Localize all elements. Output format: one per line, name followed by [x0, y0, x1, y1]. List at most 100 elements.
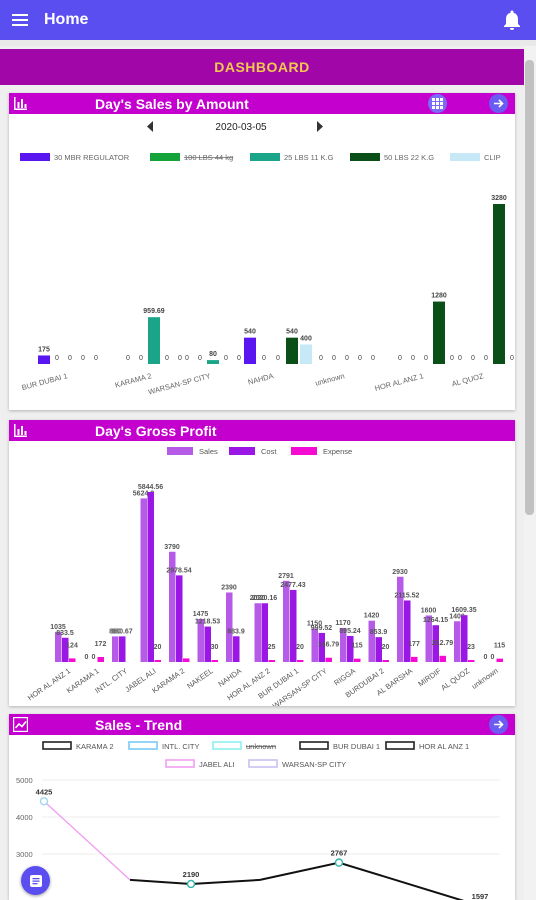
- data-label: 0: [484, 654, 488, 661]
- data-label: 2020.16: [252, 595, 277, 602]
- bar: [311, 628, 318, 662]
- bar: [183, 658, 190, 662]
- bar: [268, 660, 275, 662]
- bar: [226, 592, 233, 662]
- data-label: 2767: [331, 849, 348, 858]
- bar: [439, 655, 446, 662]
- bar-chart-icon: [14, 97, 27, 110]
- category-label: NAHDA: [247, 371, 275, 386]
- bar: [425, 615, 432, 662]
- data-label: 0: [371, 355, 375, 362]
- data-label: 880.67: [111, 628, 133, 635]
- data-label: 0: [165, 355, 169, 362]
- legend-swatch: [128, 741, 158, 750]
- data-label: 2190: [183, 870, 200, 879]
- app-bar: Home: [0, 0, 536, 40]
- data-label: 0: [178, 355, 182, 362]
- grid-view-button[interactable]: [428, 94, 447, 113]
- bar: [211, 660, 218, 662]
- card-header: Sales - Trend: [9, 714, 515, 735]
- bar: [261, 603, 268, 662]
- data-label: 0: [94, 355, 98, 362]
- data-label: 30: [211, 644, 219, 651]
- scrollbar-thumb[interactable]: [525, 60, 534, 515]
- bar: [347, 635, 354, 662]
- data-label: 2930: [392, 569, 408, 576]
- data-label: 1150: [307, 621, 322, 628]
- data-label: 0: [510, 355, 514, 362]
- data-label: 853.9: [370, 629, 388, 636]
- bar: [300, 344, 312, 364]
- bar: [318, 632, 325, 662]
- next-button[interactable]: [489, 94, 508, 113]
- data-label: 1264.15: [423, 617, 448, 624]
- bar: [233, 636, 240, 662]
- bar: [433, 301, 445, 364]
- app-title: Home: [44, 11, 89, 28]
- legend-label: KARAMA 2: [76, 742, 114, 751]
- dashboard-header: DASHBOARD: [0, 49, 524, 85]
- data-label: 0: [55, 355, 59, 362]
- document-icon: [29, 874, 42, 887]
- arrow-right-icon: [494, 99, 504, 108]
- next-date-arrow[interactable]: [317, 121, 323, 132]
- data-label: 0: [458, 355, 462, 362]
- series-line: [129, 861, 465, 900]
- data-label: 1218.53: [195, 619, 220, 626]
- bar: [197, 619, 204, 662]
- data-label: 0: [92, 654, 96, 661]
- data-label: 3790: [164, 544, 180, 551]
- data-label: 0: [411, 355, 415, 362]
- legend-label: unknown: [246, 742, 276, 751]
- bar: [493, 204, 505, 364]
- floating-document-button[interactable]: [21, 866, 50, 895]
- data-point: [334, 858, 344, 867]
- category-label: HOR AL ANZ 1: [26, 666, 72, 702]
- data-label: 1420: [364, 613, 380, 620]
- legend-label: Expense: [323, 447, 352, 456]
- bar: [244, 337, 256, 364]
- menu-icon[interactable]: [0, 0, 40, 40]
- bell-icon[interactable]: [500, 8, 524, 32]
- data-label: 0: [424, 355, 428, 362]
- legend-label: CLIP: [484, 153, 501, 162]
- data-label: 124: [66, 642, 78, 649]
- data-point: [39, 797, 49, 806]
- bar: [468, 660, 475, 662]
- days-sales-card: Day's Sales by Amount 2020-03-05 30 MBR …: [9, 93, 515, 410]
- data-label: 0: [126, 355, 130, 362]
- data-point: [186, 879, 196, 889]
- next-button[interactable]: [489, 715, 508, 734]
- data-label: 146.79: [318, 642, 340, 649]
- data-label: 20: [154, 644, 162, 651]
- bar: [204, 626, 211, 662]
- data-label: 2115.52: [395, 592, 420, 599]
- bar: [368, 620, 375, 662]
- data-label: 177: [408, 641, 420, 648]
- bar: [382, 660, 389, 662]
- y-tick-label: 3000: [16, 850, 33, 859]
- data-label: 172: [95, 641, 107, 648]
- bar: [297, 660, 304, 662]
- data-label: 0: [345, 355, 349, 362]
- data-label: 400: [300, 335, 312, 342]
- data-label: 0: [332, 355, 336, 362]
- bar-chart-icon: [14, 424, 27, 437]
- gross-profit-card: Day's Gross Profit Sales Cost Expense 1035…: [9, 420, 515, 706]
- data-label: 212.79: [432, 640, 454, 647]
- sales-trend-chart: KARAMA 2 INTL. CITY unknown BUR DUBAI 1 HOR …: [16, 741, 500, 900]
- dashboard-label: DASHBOARD: [214, 59, 310, 75]
- series-line: [43, 800, 131, 881]
- bar: [432, 625, 439, 662]
- prev-date-arrow[interactable]: [147, 121, 153, 132]
- card-title: Day's Gross Profit: [95, 422, 217, 439]
- data-label: 1600: [421, 607, 437, 614]
- data-label: 5844.56: [138, 484, 163, 491]
- data-label: 23: [467, 644, 475, 651]
- category-label: INTL. CITY: [93, 666, 129, 695]
- legend-label: Cost: [261, 447, 277, 456]
- data-label: 1475: [193, 611, 209, 618]
- legend-label: 25 LBS 11 K.G: [284, 153, 334, 162]
- legend-label: 30 MBR REGULATOR: [54, 153, 130, 162]
